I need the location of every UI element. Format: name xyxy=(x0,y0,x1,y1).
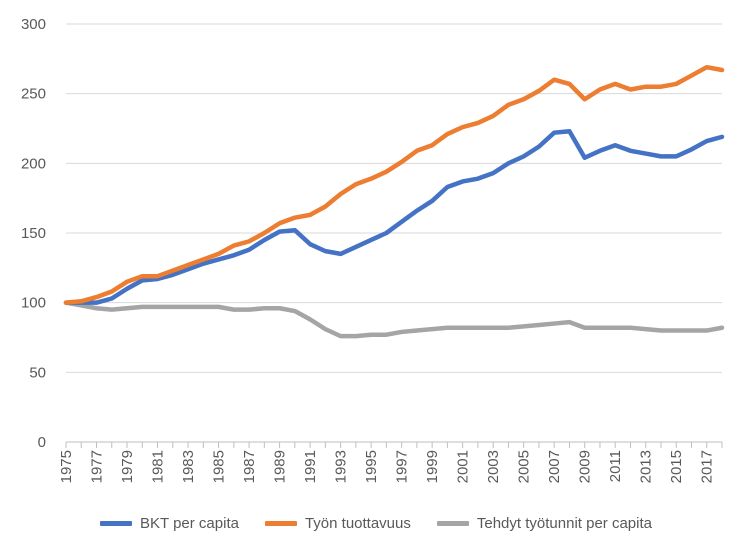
x-tick-label: 2007 xyxy=(546,450,563,483)
x-tick-label: 1985 xyxy=(211,450,228,483)
x-axis: 1975 1977 1979 1981 1983 1985 1987 1989 1991 1993… xyxy=(58,441,723,483)
legend-swatch xyxy=(264,520,297,526)
x-tick-label: 2015 xyxy=(668,450,685,483)
legend-label: Työn tuottavuus xyxy=(304,514,411,532)
series-line-1 xyxy=(63,64,725,305)
y-tick-label: 300 xyxy=(21,16,46,33)
y-tick-label: 50 xyxy=(29,364,46,381)
legend-label: Tehdyt työtunnit per capita xyxy=(476,514,652,532)
legend-item-0: BKT per capita xyxy=(100,515,239,532)
x-tick-label: 1983 xyxy=(180,450,197,483)
legend-label: BKT per capita xyxy=(140,514,239,532)
legend-item-1: Työn tuottavuus xyxy=(264,514,411,532)
x-tick-label: 1975 xyxy=(58,450,75,483)
x-tick-label: 2001 xyxy=(455,450,472,483)
x-tick-label: 1979 xyxy=(119,450,136,483)
legend-item-2: Tehdyt työtunnit per capita xyxy=(436,514,652,532)
legend-swatch xyxy=(436,520,469,526)
x-tick-label: 1991 xyxy=(302,450,319,483)
series-lines xyxy=(63,64,725,339)
y-tick-label: 200 xyxy=(21,155,46,172)
x-tick-label: 1981 xyxy=(150,450,167,483)
y-axis: 0 50 100 150 200 250 300 xyxy=(21,16,46,451)
x-tick-label: 1993 xyxy=(333,450,350,483)
x-tick-label: 1995 xyxy=(363,450,380,483)
gridlines xyxy=(66,23,722,373)
y-tick-label: 150 xyxy=(21,225,46,242)
x-tick-label: 1999 xyxy=(424,450,441,483)
x-tick-label: 2005 xyxy=(516,450,533,483)
y-tick-label: 100 xyxy=(21,295,46,312)
series-line-2 xyxy=(63,300,725,339)
legend-swatch xyxy=(100,520,133,526)
x-tick-label: 1989 xyxy=(272,450,289,483)
x-tick-label: 1987 xyxy=(241,450,258,483)
x-tick-label: 2011 xyxy=(607,450,624,482)
x-tick-label: 2003 xyxy=(485,450,502,483)
series-line-0 xyxy=(63,129,725,305)
x-tick-label: 2017 xyxy=(699,450,716,483)
y-tick-label: 250 xyxy=(21,86,46,103)
y-tick-label: 0 xyxy=(38,434,46,451)
x-tick-label: 2009 xyxy=(577,450,594,483)
x-tick-label: 2013 xyxy=(638,450,655,483)
x-tick-label: 1977 xyxy=(89,450,106,483)
legend: BKT per capita Työn tuottavuus Tehdyt työt… xyxy=(0,510,752,536)
x-tick-label: 1997 xyxy=(394,450,411,483)
